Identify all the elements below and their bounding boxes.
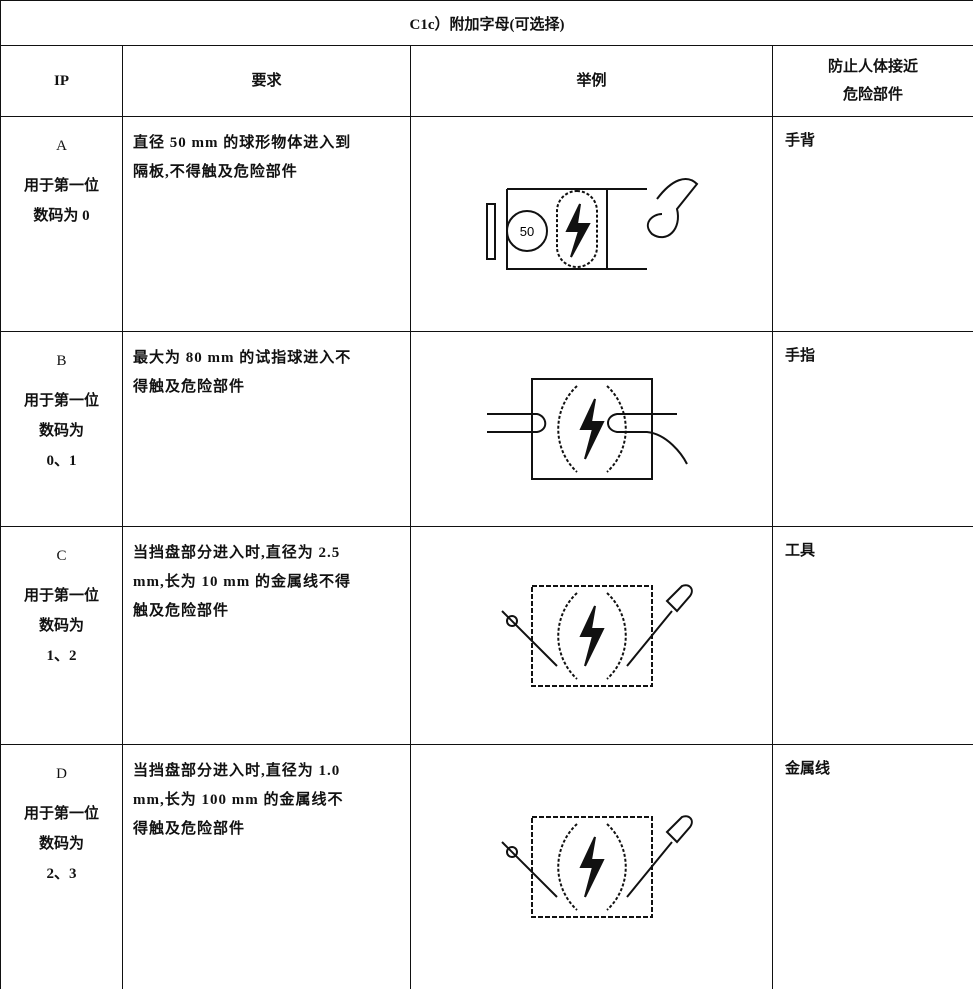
requirement-line: 得触及危险部件 bbox=[133, 815, 404, 844]
requirement-line: 隔板,不得触及危险部件 bbox=[133, 158, 404, 187]
icon-stroke bbox=[581, 606, 603, 666]
requirement-line: 当挡盘部分进入时,直径为 2.5 bbox=[133, 539, 404, 568]
icon-stroke bbox=[607, 824, 626, 910]
header-row: IP 要求 举例 防止人体接近 危险部件 bbox=[1, 46, 973, 117]
requirement-line: mm,长为 10 mm 的金属线不得 bbox=[133, 568, 404, 597]
ip-note-line: 用于第一位 bbox=[1, 171, 122, 201]
protection-text: 手背 bbox=[785, 129, 973, 150]
header-cell: IP bbox=[1, 46, 123, 117]
example-cell bbox=[411, 527, 773, 745]
example-cell: 50 bbox=[411, 117, 773, 332]
protection-cell: 工具 bbox=[773, 527, 973, 745]
protection-cell: 手背 bbox=[773, 117, 973, 332]
protection-text: 手指 bbox=[785, 344, 973, 365]
header-line: 危险部件 bbox=[773, 81, 973, 109]
ip-note-line: 数码为 0 bbox=[1, 201, 122, 231]
icon-stroke bbox=[502, 611, 557, 666]
requirement-line: 当挡盘部分进入时,直径为 1.0 bbox=[133, 757, 404, 786]
icon-stroke bbox=[607, 593, 626, 679]
header-line: 防止人体接近 bbox=[773, 53, 973, 81]
barrier bbox=[487, 204, 495, 259]
ip-note-line: 用于第一位 bbox=[1, 799, 122, 829]
requirement-line: mm,长为 100 mm 的金属线不 bbox=[133, 786, 404, 815]
header-cell: 举例 bbox=[411, 46, 773, 117]
example-cell bbox=[411, 745, 773, 989]
protection-text: 工具 bbox=[785, 539, 973, 560]
icon-stroke bbox=[627, 585, 692, 666]
title-row: C1c）附加字母(可选择) bbox=[1, 1, 973, 46]
requirement-line: 直径 50 mm 的球形物体进入到 bbox=[133, 129, 404, 158]
requirement-line: 触及危险部件 bbox=[133, 597, 404, 626]
icon-stroke bbox=[581, 399, 603, 459]
ip-note-line: 数码为 bbox=[1, 416, 122, 446]
icon-stroke bbox=[647, 179, 696, 237]
ip-letter: B bbox=[1, 346, 122, 376]
protection-text: 金属线 bbox=[785, 757, 973, 778]
icon-stroke bbox=[487, 414, 545, 432]
ip-note-line: 用于第一位 bbox=[1, 581, 122, 611]
ip-note-line: 1、2 bbox=[1, 641, 122, 671]
ip-note-line: 用于第一位 bbox=[1, 386, 122, 416]
protection-cell: 手指 bbox=[773, 332, 973, 527]
icon-stroke bbox=[558, 824, 577, 910]
icon-stroke bbox=[581, 837, 603, 897]
illustration bbox=[477, 571, 707, 701]
icon-stroke bbox=[502, 842, 557, 897]
protection-cell: 金属线 bbox=[773, 745, 973, 989]
icon-stroke bbox=[558, 593, 577, 679]
requirement-cell: 直径 50 mm 的球形物体进入到隔板,不得触及危险部件 bbox=[123, 117, 411, 332]
ip-letter: C bbox=[1, 541, 122, 571]
requirement-cell: 最大为 80 mm 的试指球进入不得触及危险部件 bbox=[123, 332, 411, 527]
ip-note-line: 0、1 bbox=[1, 446, 122, 476]
ip-note-line: 数码为 bbox=[1, 611, 122, 641]
example-cell bbox=[411, 332, 773, 527]
icon-stroke bbox=[558, 386, 577, 472]
header-cell: 要求 bbox=[123, 46, 411, 117]
sphere-label: 50 bbox=[519, 224, 533, 239]
illustration: 50 bbox=[477, 159, 707, 289]
ip-letter: D bbox=[1, 759, 122, 789]
ip-note-line: 2、3 bbox=[1, 859, 122, 889]
ip-cell: A 用于第一位数码为 0 bbox=[1, 117, 123, 332]
illustration bbox=[477, 364, 707, 494]
icon-stroke bbox=[567, 204, 589, 257]
illustration bbox=[477, 802, 707, 932]
icon-stroke bbox=[627, 816, 692, 897]
ip-letter: A bbox=[1, 131, 122, 161]
table-title: C1c）附加字母(可选择) bbox=[1, 1, 973, 46]
requirement-line: 最大为 80 mm 的试指球进入不 bbox=[133, 344, 404, 373]
requirement-line: 得触及危险部件 bbox=[133, 373, 404, 402]
ip-note-line: 数码为 bbox=[1, 829, 122, 859]
header-cell: 防止人体接近 危险部件 bbox=[773, 46, 973, 117]
